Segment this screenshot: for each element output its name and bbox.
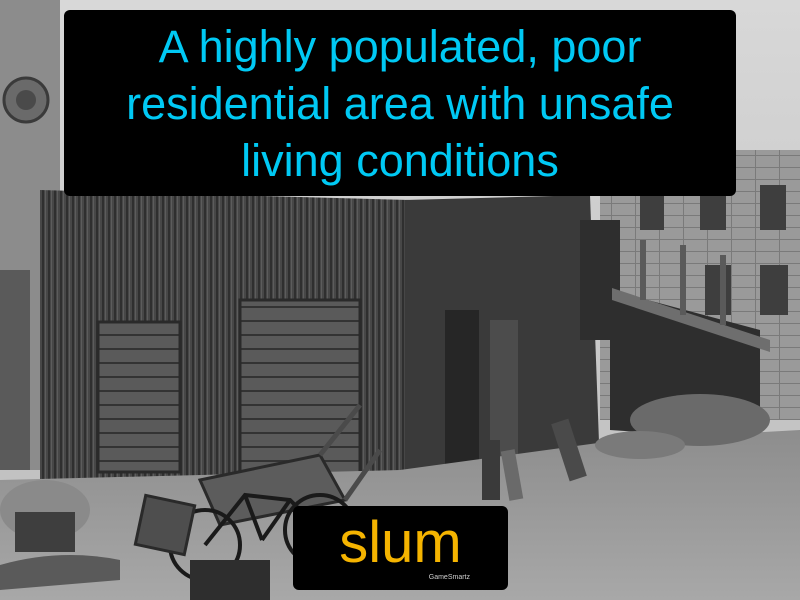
definition-box: A highly populated, poor residential are… — [64, 10, 736, 196]
crate — [190, 560, 270, 600]
boarded-door — [238, 298, 362, 482]
boarded-window — [96, 320, 182, 474]
rubbish-pile — [630, 394, 770, 446]
definition-text: A highly populated, poor residential are… — [126, 20, 674, 186]
brand-logo-text: GameSmartz — [428, 574, 470, 581]
term-box: slum GameSmartz — [293, 506, 508, 590]
crate — [133, 493, 197, 557]
term-text: slum — [339, 510, 462, 575]
